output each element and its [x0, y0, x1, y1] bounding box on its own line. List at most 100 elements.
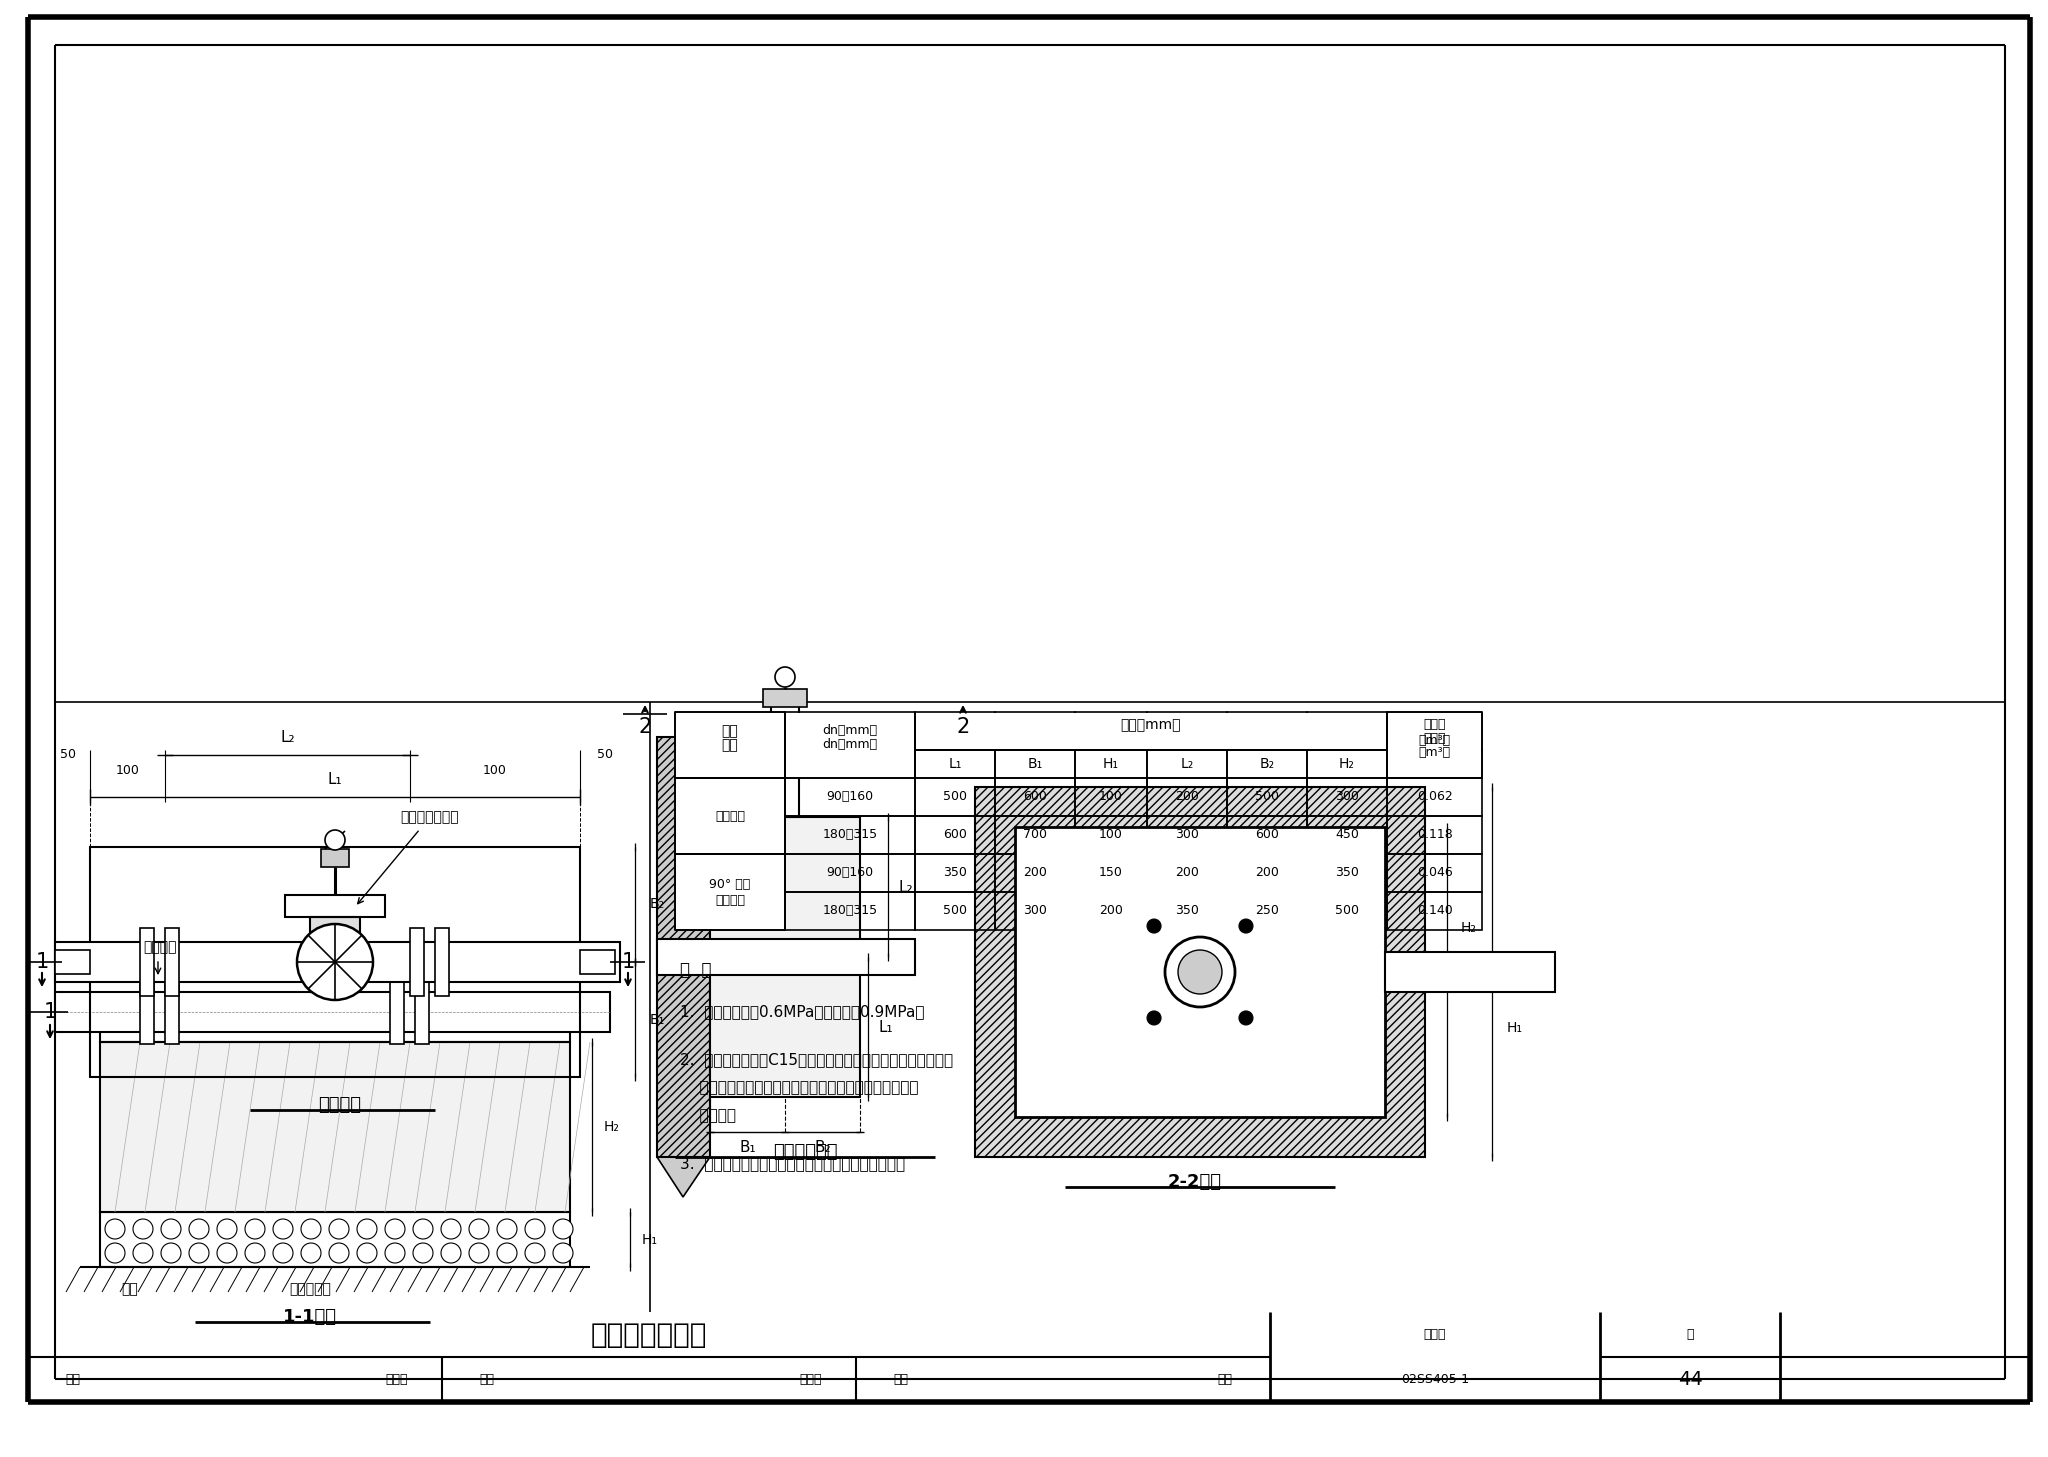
Bar: [100, 1212, 569, 1268]
Bar: [322, 849, 348, 867]
Text: 设计: 设计: [893, 1372, 909, 1386]
Circle shape: [272, 1220, 293, 1238]
Text: 0.140: 0.140: [1417, 905, 1452, 918]
Bar: [995, 816, 1075, 854]
Text: 姜波: 姜波: [1217, 1372, 1233, 1386]
Text: 500: 500: [1335, 905, 1360, 918]
Text: 300: 300: [1024, 905, 1047, 918]
Text: B₁: B₁: [739, 1141, 756, 1155]
Circle shape: [1239, 1011, 1253, 1024]
Bar: [995, 892, 1075, 930]
Text: 100: 100: [1100, 791, 1122, 803]
Circle shape: [469, 1220, 489, 1238]
Text: 的一侧。: 的一侧。: [680, 1109, 735, 1123]
Text: B₁: B₁: [1028, 758, 1042, 771]
Text: 砼用量: 砼用量: [1423, 733, 1446, 746]
Text: B₂: B₂: [815, 1141, 831, 1155]
Circle shape: [326, 830, 344, 849]
Polygon shape: [657, 1157, 711, 1198]
Text: L₁: L₁: [879, 1020, 893, 1034]
Bar: [975, 787, 1425, 1157]
Bar: [784, 854, 915, 892]
Text: 砼用量: 砼用量: [1423, 718, 1446, 731]
Circle shape: [162, 1243, 180, 1263]
Bar: [1386, 892, 1483, 930]
Text: L₁: L₁: [328, 772, 342, 787]
Bar: [995, 750, 1075, 778]
Bar: [90, 847, 580, 1077]
Text: 600: 600: [942, 829, 967, 842]
Bar: [784, 778, 915, 816]
Text: H₁: H₁: [641, 1233, 657, 1247]
Bar: [1227, 892, 1307, 930]
Text: 审核: 审核: [66, 1372, 80, 1386]
Bar: [995, 712, 1075, 750]
Bar: [1075, 816, 1147, 854]
Bar: [676, 816, 784, 854]
Circle shape: [330, 1243, 348, 1263]
Text: 180～315: 180～315: [823, 829, 877, 842]
Bar: [1307, 892, 1386, 930]
Text: 1.  管道工作压力0.6MPa，试验压力0.9MPa。: 1. 管道工作压力0.6MPa，试验压力0.9MPa。: [680, 1004, 924, 1020]
Bar: [416, 981, 428, 1045]
Text: dn（mm）: dn（mm）: [823, 739, 877, 752]
Bar: [1075, 712, 1147, 750]
Bar: [1227, 816, 1307, 854]
Bar: [100, 1013, 569, 1042]
Text: 02SS405-1: 02SS405-1: [1401, 1372, 1468, 1386]
Bar: [139, 981, 154, 1045]
Circle shape: [1147, 919, 1161, 932]
Bar: [1075, 892, 1147, 930]
Text: 100: 100: [483, 765, 508, 778]
Text: 2-2剖面: 2-2剖面: [1167, 1173, 1223, 1190]
Bar: [995, 854, 1075, 892]
Circle shape: [217, 1243, 238, 1263]
Bar: [1016, 828, 1384, 1118]
Text: 200: 200: [1255, 867, 1278, 880]
Circle shape: [301, 1220, 322, 1238]
Text: 水平三通支墩: 水平三通支墩: [772, 1142, 838, 1161]
Bar: [389, 981, 403, 1045]
Text: 0.046: 0.046: [1417, 867, 1452, 880]
Text: H₂: H₂: [604, 1120, 621, 1134]
Text: 1-1剖面: 1-1剖面: [283, 1308, 338, 1326]
Bar: [915, 892, 995, 930]
Circle shape: [553, 1243, 573, 1263]
Circle shape: [133, 1243, 154, 1263]
Bar: [1147, 854, 1227, 892]
Bar: [1227, 778, 1307, 816]
Text: L₂: L₂: [1180, 758, 1194, 771]
Text: H₂: H₂: [1460, 921, 1477, 935]
Text: B₂: B₂: [1260, 758, 1274, 771]
Bar: [434, 928, 449, 997]
Bar: [410, 928, 424, 997]
Text: 尺寸（mm）: 尺寸（mm）: [1120, 718, 1182, 731]
Bar: [1147, 778, 1227, 816]
Text: 100: 100: [115, 765, 139, 778]
Text: 300: 300: [1176, 829, 1198, 842]
Bar: [1147, 892, 1227, 930]
Bar: [1386, 750, 1483, 778]
Circle shape: [1239, 919, 1253, 932]
Circle shape: [188, 1220, 209, 1238]
Text: 防下陷支墩: 防下陷支墩: [289, 1282, 332, 1295]
Bar: [1386, 778, 1483, 816]
Circle shape: [104, 1243, 125, 1263]
Text: 450: 450: [1335, 829, 1360, 842]
Text: 100: 100: [1100, 829, 1122, 842]
Text: 0.062: 0.062: [1417, 791, 1452, 803]
Bar: [166, 981, 178, 1045]
Polygon shape: [657, 737, 711, 1157]
Bar: [784, 750, 915, 778]
Text: 3.  本图根据河北宝硕管材有限公司提供的资料编制。: 3. 本图根据河北宝硕管材有限公司提供的资料编制。: [680, 1157, 905, 1171]
Text: 90～160: 90～160: [827, 867, 874, 880]
Bar: [1386, 854, 1483, 892]
Circle shape: [385, 1243, 406, 1263]
Text: 250: 250: [1255, 905, 1278, 918]
Text: 1: 1: [621, 951, 635, 972]
Text: 150: 150: [1100, 867, 1122, 880]
Text: 支承管道水平方向推力的止推墩应浇筑在管道受力方向: 支承管道水平方向推力的止推墩应浇筑在管道受力方向: [680, 1081, 918, 1096]
Text: 200: 200: [1176, 867, 1198, 880]
Bar: [676, 712, 784, 750]
Bar: [770, 696, 799, 817]
